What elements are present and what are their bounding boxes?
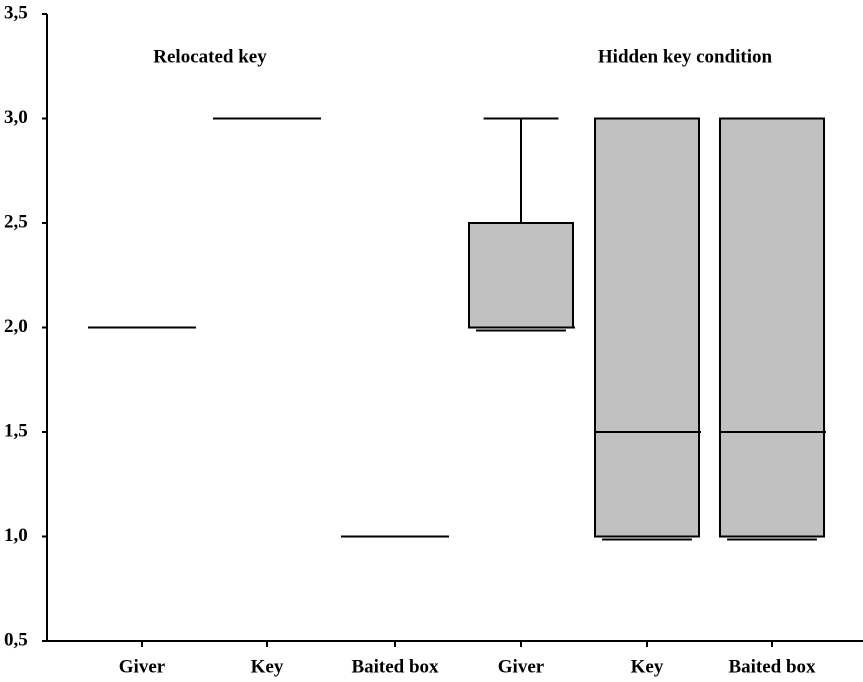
y-tick-label: 3,5 bbox=[4, 2, 28, 23]
annotation: Hidden key condition bbox=[598, 46, 773, 67]
x-tick-label: Giver bbox=[498, 656, 545, 677]
x-tick-label: Giver bbox=[119, 656, 166, 677]
y-tick-label: 0,5 bbox=[4, 629, 28, 650]
x-tick-label: Key bbox=[631, 656, 664, 677]
annotation: Relocated key bbox=[153, 46, 267, 67]
y-tick-label: 1,0 bbox=[4, 525, 28, 546]
x-tick-label: Baited box bbox=[728, 656, 816, 677]
x-tick-label: Key bbox=[251, 656, 284, 677]
y-tick-label: 2,5 bbox=[4, 211, 28, 232]
y-tick-label: 1,5 bbox=[4, 420, 28, 441]
box bbox=[468, 222, 574, 329]
x-tick-label: Baited box bbox=[351, 656, 439, 677]
box bbox=[594, 117, 700, 538]
y-tick-label: 3,0 bbox=[4, 107, 28, 128]
box bbox=[719, 117, 825, 538]
y-tick-label: 2,0 bbox=[4, 316, 28, 337]
